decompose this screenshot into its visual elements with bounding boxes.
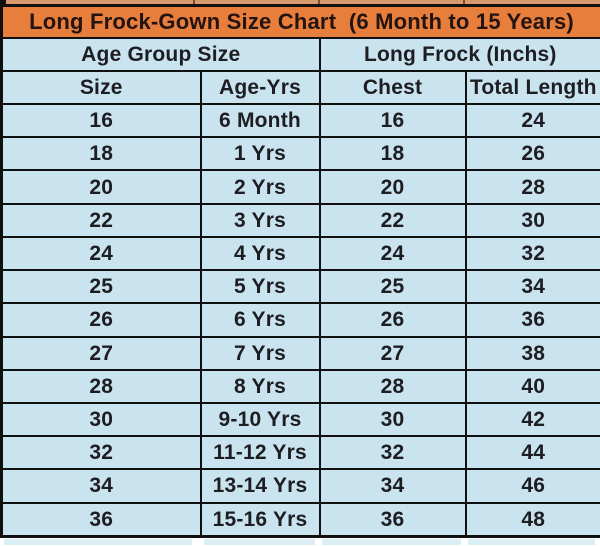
table-row: 18 1 Yrs 18 26 xyxy=(0,136,600,172)
cell-chest: 25 xyxy=(318,269,467,305)
column-divider-mark xyxy=(193,0,195,4)
table-row: 27 7 Yrs 27 38 xyxy=(0,335,600,371)
cell-age-yrs: 8 Yrs xyxy=(199,368,321,404)
table-row: 16 6 Month 16 24 xyxy=(0,102,600,139)
next-row-cell-remnant xyxy=(468,539,595,545)
cell-age-yrs: 9-10 Yrs xyxy=(199,401,321,438)
table-row: 24 4 Yrs 24 32 xyxy=(0,235,600,272)
cell-chest: 20 xyxy=(318,169,467,205)
size-chart-table: Long Frock-Gown Size Chart (6 Month to 1… xyxy=(0,4,600,538)
table-row: 32 11-12 Yrs 32 44 xyxy=(0,435,600,471)
next-row-cell-remnant xyxy=(204,539,315,545)
table-row: 30 9-10 Yrs 30 42 xyxy=(0,401,600,438)
group-header-long-frock-inchs: Long Frock (Inchs) xyxy=(318,37,600,72)
cell-age-yrs: 11-12 Yrs xyxy=(199,435,321,471)
cell-chest: 30 xyxy=(318,401,467,438)
top-crop-strip xyxy=(0,0,600,4)
col-header-total-length: Total Length xyxy=(464,70,600,105)
table-row: 36 15-16 Yrs 36 48 xyxy=(0,501,600,538)
cell-chest: 18 xyxy=(318,136,467,172)
cell-age-yrs: 6 Month xyxy=(199,102,321,139)
cell-total-length: 38 xyxy=(464,335,600,371)
group-header-age-group-size: Age Group Size xyxy=(0,37,321,72)
col-header-age-yrs: Age-Yrs xyxy=(199,70,321,105)
table-head: Long Frock-Gown Size Chart (6 Month to 1… xyxy=(0,4,600,105)
cell-age-yrs: 3 Yrs xyxy=(199,202,321,238)
cell-age-yrs: 4 Yrs xyxy=(199,235,321,272)
column-divider-mark xyxy=(463,0,465,4)
col-header-chest: Chest xyxy=(318,70,467,105)
cell-size: 26 xyxy=(0,302,202,338)
cell-chest: 34 xyxy=(318,468,467,504)
cell-total-length: 42 xyxy=(464,401,600,438)
cell-total-length: 40 xyxy=(464,368,600,404)
col-header-size: Size xyxy=(0,70,202,105)
bottom-crop-strip xyxy=(0,539,600,546)
cell-total-length: 24 xyxy=(464,102,600,139)
top-border-mark xyxy=(0,0,6,4)
cell-age-yrs: 13-14 Yrs xyxy=(199,468,321,504)
cell-chest: 28 xyxy=(318,368,467,404)
cell-total-length: 44 xyxy=(464,435,600,471)
table-row: 22 3 Yrs 22 30 xyxy=(0,202,600,238)
table-row: 26 6 Yrs 26 36 xyxy=(0,302,600,338)
cell-age-yrs: 7 Yrs xyxy=(199,335,321,371)
cell-chest: 16 xyxy=(318,102,467,139)
table-row: 20 2 Yrs 20 28 xyxy=(0,169,600,205)
cell-size: 30 xyxy=(0,401,202,438)
cell-total-length: 26 xyxy=(464,136,600,172)
cell-chest: 26 xyxy=(318,302,467,338)
cell-size: 25 xyxy=(0,269,202,305)
next-row-cell-remnant xyxy=(322,539,461,545)
table-row: 28 8 Yrs 28 40 xyxy=(0,368,600,404)
cell-total-length: 34 xyxy=(464,269,600,305)
cell-total-length: 30 xyxy=(464,202,600,238)
cell-size: 24 xyxy=(0,235,202,272)
cell-size: 16 xyxy=(0,102,202,139)
group-header-row: Age Group Size Long Frock (Inchs) xyxy=(0,37,600,72)
cell-age-yrs: 6 Yrs xyxy=(199,302,321,338)
cell-total-length: 32 xyxy=(464,235,600,272)
cell-chest: 27 xyxy=(318,335,467,371)
cell-size: 27 xyxy=(0,335,202,371)
title-row: Long Frock-Gown Size Chart (6 Month to 1… xyxy=(0,4,600,39)
cell-age-yrs: 1 Yrs xyxy=(199,136,321,172)
cell-size: 36 xyxy=(0,501,202,538)
cell-chest: 36 xyxy=(318,501,467,538)
cell-size: 32 xyxy=(0,435,202,471)
table-row: 25 5 Yrs 25 34 xyxy=(0,269,600,305)
chart-title: Long Frock-Gown Size Chart (6 Month to 1… xyxy=(0,4,600,39)
table-body: 16 6 Month 16 24 18 1 Yrs 18 26 20 2 Yrs 20 28 22 3 Y… xyxy=(0,102,600,538)
cell-size: 34 xyxy=(0,468,202,504)
table-row: 34 13-14 Yrs 34 46 xyxy=(0,468,600,504)
next-row-cell-remnant xyxy=(4,539,192,545)
column-divider-mark xyxy=(318,0,320,4)
cell-total-length: 46 xyxy=(464,468,600,504)
column-header-row: Size Age-Yrs Chest Total Length xyxy=(0,70,600,105)
cell-size: 20 xyxy=(0,169,202,205)
cell-size: 22 xyxy=(0,202,202,238)
cell-total-length: 28 xyxy=(464,169,600,205)
cell-chest: 32 xyxy=(318,435,467,471)
cell-total-length: 36 xyxy=(464,302,600,338)
cell-chest: 24 xyxy=(318,235,467,272)
cell-size: 28 xyxy=(0,368,202,404)
cell-age-yrs: 5 Yrs xyxy=(199,269,321,305)
cell-age-yrs: 15-16 Yrs xyxy=(199,501,321,538)
cell-chest: 22 xyxy=(318,202,467,238)
cell-total-length: 48 xyxy=(464,501,600,538)
cell-size: 18 xyxy=(0,136,202,172)
cell-age-yrs: 2 Yrs xyxy=(199,169,321,205)
